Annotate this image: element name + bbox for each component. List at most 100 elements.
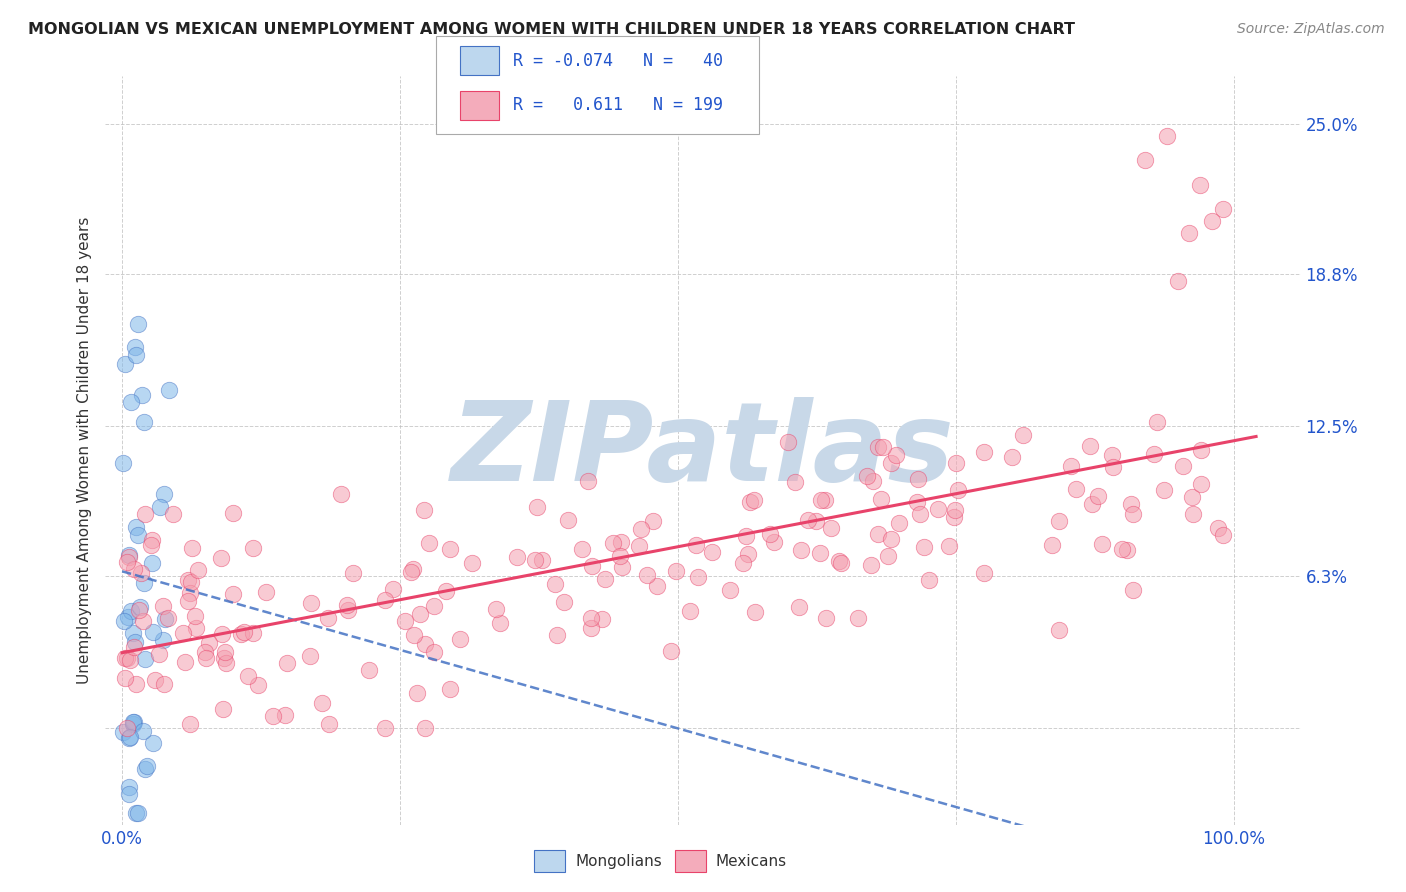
Point [179, 586, 201, 600]
Point [114, 358, 136, 372]
Point [125, 520, 148, 534]
Point [124, 805, 146, 820]
Point [180, 575, 202, 590]
Point [152, 599, 174, 614]
Point [593, 572, 616, 586]
Point [153, 677, 176, 691]
Point [242, 625, 264, 640]
Point [329, 487, 352, 501]
Point [316, 611, 339, 625]
Point [484, 602, 506, 616]
Point [157, 383, 180, 397]
Point [434, 584, 457, 599]
Point [439, 541, 461, 556]
Point [973, 566, 995, 580]
Point [797, 513, 820, 527]
Point [744, 605, 766, 619]
Point [162, 507, 184, 521]
Point [274, 708, 297, 723]
Point [557, 513, 579, 527]
Point [222, 506, 245, 520]
Point [1111, 541, 1133, 556]
Point [1122, 583, 1144, 598]
Point [641, 515, 664, 529]
Point [121, 717, 143, 731]
Point [141, 533, 163, 547]
Point [153, 612, 176, 626]
Point [1001, 450, 1024, 464]
Point [117, 549, 139, 564]
Point [814, 611, 837, 625]
Point [938, 539, 960, 553]
Point [195, 651, 218, 665]
Point [544, 577, 567, 591]
Point [553, 595, 575, 609]
Point [184, 608, 207, 623]
Point [1146, 415, 1168, 429]
Point [808, 545, 831, 559]
Point [907, 472, 929, 486]
Point [122, 715, 145, 730]
Point [152, 633, 174, 648]
Point [115, 651, 138, 665]
Point [1201, 214, 1223, 228]
Point [276, 656, 298, 670]
Point [1081, 497, 1104, 511]
Point [114, 650, 136, 665]
Point [181, 541, 204, 556]
Point [591, 612, 613, 626]
Point [1121, 497, 1143, 511]
Point [742, 492, 765, 507]
Point [209, 551, 232, 566]
Point [581, 559, 603, 574]
Point [131, 388, 153, 402]
Point [336, 598, 359, 612]
Point [118, 787, 141, 801]
Point [526, 500, 548, 515]
Point [242, 541, 264, 556]
Text: R =   0.611   N = 199: R = 0.611 N = 199 [513, 96, 723, 114]
Point [783, 475, 806, 489]
Point [236, 669, 259, 683]
Point [1171, 459, 1194, 474]
Point [523, 553, 546, 567]
Point [1122, 507, 1144, 521]
Point [872, 440, 894, 454]
Point [114, 671, 136, 685]
Point [884, 448, 907, 462]
Point [134, 508, 156, 522]
Point [299, 596, 322, 610]
Point [1182, 508, 1205, 522]
Point [581, 621, 603, 635]
Point [134, 415, 156, 429]
Point [381, 582, 404, 597]
Point [856, 469, 879, 483]
Point [413, 722, 436, 736]
Point [141, 538, 163, 552]
Point [423, 599, 446, 614]
Point [505, 549, 527, 564]
Point [246, 678, 269, 692]
Point [179, 717, 201, 731]
Point [399, 565, 422, 579]
Point [117, 610, 139, 624]
Point [820, 521, 842, 535]
Point [762, 535, 785, 549]
Point [198, 636, 221, 650]
Point [581, 611, 603, 625]
Point [1012, 428, 1035, 442]
Point [1189, 442, 1212, 457]
Point [943, 503, 966, 517]
Point [172, 626, 194, 640]
Point [862, 475, 884, 489]
Point [610, 560, 633, 574]
Point [187, 563, 209, 577]
Point [129, 566, 152, 580]
Point [1153, 483, 1175, 498]
Point [531, 553, 554, 567]
Point [877, 549, 900, 563]
Point [1047, 515, 1070, 529]
Point [759, 526, 782, 541]
Point [685, 538, 707, 552]
Text: Source: ZipAtlas.com: Source: ZipAtlas.com [1237, 22, 1385, 37]
